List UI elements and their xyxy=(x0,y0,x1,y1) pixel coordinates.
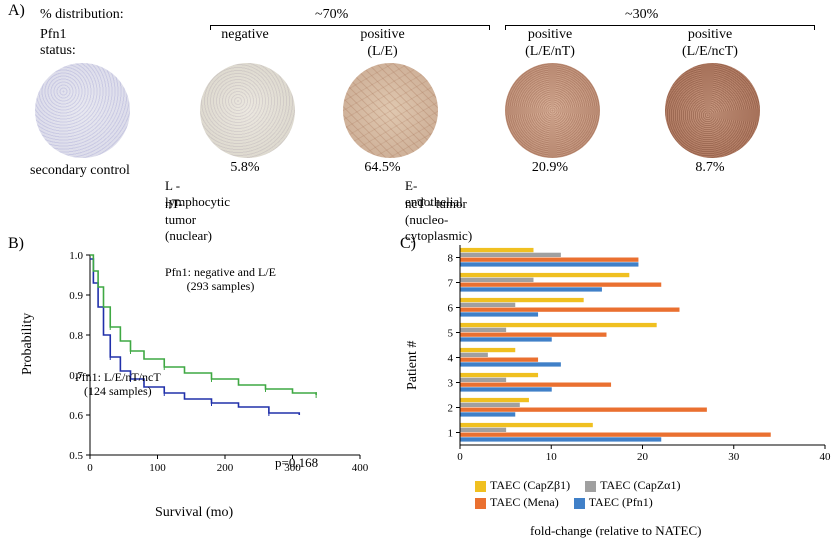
svg-text:40: 40 xyxy=(820,451,832,463)
c-legend: TAEC (CapZβ1) TAEC (CapZα1) TAEC (Mena) … xyxy=(475,478,692,510)
b-xlabel: Survival (mo) xyxy=(155,505,233,521)
svg-text:7: 7 xyxy=(448,278,454,290)
svg-text:5: 5 xyxy=(448,328,454,340)
svg-text:6: 6 xyxy=(448,303,454,315)
c-xlabel: fold-change (relative to NATEC) xyxy=(530,523,701,539)
svg-text:0: 0 xyxy=(87,462,93,474)
pos-le-pct: 64.5% xyxy=(315,160,450,177)
tissue-pos-nct xyxy=(665,63,760,158)
group-pos-le: positive(L/E) xyxy=(315,27,450,61)
legend-pfn1: TAEC (Pfn1) xyxy=(574,495,653,510)
svg-text:8: 8 xyxy=(448,253,454,265)
dist-label: % distribution: xyxy=(40,7,124,23)
legend-mena: TAEC (Mena) xyxy=(475,495,559,510)
svg-text:1.0: 1.0 xyxy=(69,250,83,262)
svg-text:20: 20 xyxy=(637,451,649,463)
svg-text:0.5: 0.5 xyxy=(69,450,83,462)
panel-c: 0 10 20 30 40 8 7 6 5 4 3 2 1 Patient # TAEC (CapZβ1… xyxy=(400,235,835,545)
panel-b: 0.50.60.70.80.91.00100200300400 Probabil… xyxy=(5,235,385,535)
pos-nct-pct: 8.7% xyxy=(635,160,785,177)
svg-text:0.9: 0.9 xyxy=(69,290,83,302)
dist-70: ~70% xyxy=(315,7,348,23)
tissue-secondary-control xyxy=(35,63,130,158)
pfn-label: Pfn1 status: xyxy=(40,27,76,59)
svg-text:0.6: 0.6 xyxy=(69,410,83,422)
dist-30: ~30% xyxy=(625,7,658,23)
svg-text:30: 30 xyxy=(728,451,740,463)
c-ylabel: Patient # xyxy=(405,341,421,390)
group-pos-nct: positive(L/E/ncT) xyxy=(635,27,785,61)
svg-text:10: 10 xyxy=(546,451,558,463)
svg-text:100: 100 xyxy=(149,462,166,474)
tissue-negative xyxy=(200,63,295,158)
svg-text:3: 3 xyxy=(448,378,454,390)
p-value: p=0.168 xyxy=(275,455,318,471)
curve2-label: Pfn1: L/E/nT/ncT(124 samples) xyxy=(75,370,161,399)
svg-text:4: 4 xyxy=(448,353,454,365)
svg-text:0: 0 xyxy=(457,451,463,463)
svg-text:2: 2 xyxy=(448,403,454,415)
b-ylabel: Probability xyxy=(20,313,36,375)
group-negative: negative xyxy=(180,27,310,44)
panel-a: % distribution: ~70% ~30% Pfn1 status: n… xyxy=(5,5,835,205)
svg-text:200: 200 xyxy=(217,462,234,474)
svg-text:400: 400 xyxy=(352,462,369,474)
curve1-label: Pfn1: negative and L/E(293 samples) xyxy=(165,265,276,294)
svg-text:0.8: 0.8 xyxy=(69,330,83,342)
legend-capzb1: TAEC (CapZβ1) xyxy=(475,478,570,493)
tissue-pos-nt xyxy=(505,63,600,158)
group-pos-nt: positive(L/E/nT) xyxy=(475,27,625,61)
tissue-pos-le xyxy=(343,63,438,158)
legend-capza1: TAEC (CapZα1) xyxy=(585,478,680,493)
svg-text:1: 1 xyxy=(448,428,454,440)
pos-nt-pct: 20.9% xyxy=(475,160,625,177)
neg-pct: 5.8% xyxy=(180,160,310,177)
bar-chart: 0 10 20 30 40 8 7 6 5 4 3 2 1 xyxy=(425,240,835,470)
sec-control-label: secondary control xyxy=(5,163,155,180)
